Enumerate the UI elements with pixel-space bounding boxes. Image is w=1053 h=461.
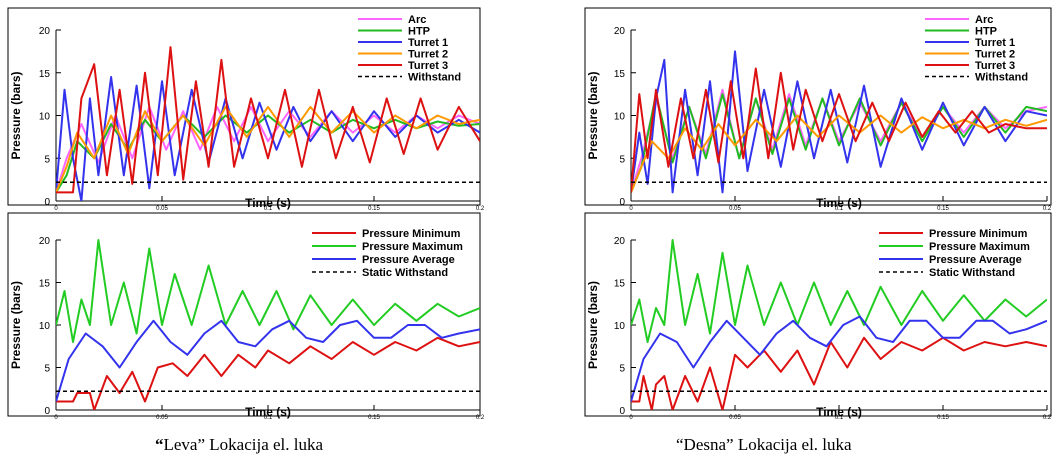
- y-tick-label: 15: [39, 279, 51, 290]
- legend-entry: Pressure Average: [362, 254, 455, 266]
- legend-entry: Turret 3: [408, 60, 448, 72]
- x-tick-label: 0: [54, 415, 58, 421]
- legend-entry: Pressure Minimum: [362, 228, 461, 240]
- x-tick-label: 0.15: [368, 206, 380, 212]
- x-tick-label: 0.05: [729, 206, 741, 212]
- y-axis-label: Pressure (bars): [9, 281, 23, 369]
- x-tick-label: 0: [629, 415, 633, 421]
- y-tick-label: 5: [44, 364, 50, 375]
- legend-entry: HTP: [408, 26, 430, 38]
- y-tick-label: 15: [614, 69, 626, 80]
- y-tick-label: 0: [44, 197, 50, 208]
- series-line-pressure-average: [631, 315, 1047, 402]
- x-tick-label: 0.05: [156, 206, 168, 212]
- y-tick-label: 10: [39, 321, 51, 332]
- chart-panel-left-bottom: 0 5 10 15 20 0 0.05 0.1 0.15 0.2 Time (s) Pressure …: [7, 212, 485, 421]
- legend-entry: Turret 1: [408, 37, 448, 49]
- y-tick-label: 20: [39, 236, 51, 247]
- y-tick-label: 0: [619, 406, 625, 417]
- series-line-turret-3: [631, 67, 1047, 193]
- series-line-turret-2: [56, 105, 480, 193]
- legend-entry: Turret 2: [975, 49, 1015, 61]
- legend-entry: Withstand: [408, 72, 461, 84]
- series-line-arc: [56, 105, 480, 193]
- panel-frame: [7, 7, 481, 206]
- series-line-pressure-maximum: [631, 239, 1047, 343]
- y-tick-label: 15: [39, 69, 51, 80]
- x-tick-label: 0.15: [937, 206, 949, 212]
- right-caption: “Desna” Lokacija el. luka: [676, 435, 852, 454]
- legend-entry: Turret 1: [975, 37, 1015, 49]
- legend-entry: Pressure Maximum: [929, 241, 1030, 253]
- legend-entry: Pressure Minimum: [929, 228, 1028, 240]
- legend-entry: Withstand: [975, 72, 1028, 84]
- panel-frame: [584, 212, 1052, 417]
- y-tick-label: 0: [619, 197, 625, 208]
- x-tick-label: 0.1: [264, 415, 273, 421]
- series-line-pressure-maximum: [56, 239, 480, 343]
- x-tick-label: 0.05: [729, 415, 741, 421]
- legend-entry: Arc: [408, 14, 426, 26]
- x-tick-label: 0.05: [156, 415, 168, 421]
- series-line-htp: [631, 93, 1047, 193]
- x-axis-label: Time (s): [245, 196, 291, 210]
- x-tick-label: 0.2: [476, 206, 485, 212]
- y-tick-label: 5: [619, 364, 625, 375]
- series-line-pressure-average: [56, 319, 480, 402]
- chart-panel-right-top: 0 5 10 15 20 0 0.05 0.1 0.15 0.2 Time (s) Pressure …: [584, 7, 1052, 212]
- x-tick-label: 0.2: [1043, 415, 1052, 421]
- x-tick-label: 0.1: [835, 415, 844, 421]
- x-axis-label: Time (s): [816, 405, 862, 419]
- legend-entry: Turret 2: [408, 49, 448, 61]
- y-tick-label: 10: [614, 321, 626, 332]
- x-tick-label: 0: [54, 206, 58, 212]
- series-line-turret-2: [631, 114, 1047, 193]
- series-line-pressure-minimum: [56, 336, 480, 410]
- y-tick-label: 20: [39, 26, 51, 37]
- y-tick-label: 10: [614, 112, 626, 123]
- x-tick-label: 0: [629, 206, 633, 212]
- x-tick-label: 0.2: [476, 415, 485, 421]
- y-axis-label: Pressure (bars): [586, 281, 600, 369]
- x-tick-label: 0.15: [368, 415, 380, 421]
- chart-panel-left-top: 0 5 10 15 20 0 0.05 0.1 0.15 0.2 Time (s) Pressure …: [7, 7, 485, 212]
- series-line-pressure-minimum: [631, 336, 1047, 410]
- y-tick-label: 15: [614, 279, 626, 290]
- legend-entry: Static Withstand: [362, 267, 448, 279]
- x-axis-label: Time (s): [245, 405, 291, 419]
- y-tick-label: 5: [44, 154, 50, 165]
- y-tick-label: 5: [619, 154, 625, 165]
- legend-entry: Turret 3: [975, 60, 1015, 72]
- legend-entry: HTP: [975, 26, 997, 38]
- legend-entry: Pressure Maximum: [362, 241, 463, 253]
- series-line-turret-3: [56, 46, 480, 194]
- y-tick-label: 20: [614, 26, 626, 37]
- panel-frame: [584, 7, 1052, 206]
- legend-entry: Pressure Average: [929, 254, 1022, 266]
- y-tick-label: 0: [44, 406, 50, 417]
- x-axis-label: Time (s): [816, 196, 862, 210]
- legend-entry: Static Withstand: [929, 267, 1015, 279]
- y-tick-label: 20: [614, 236, 626, 247]
- chart-panel-right-bottom: 0 5 10 15 20 0 0.05 0.1 0.15 0.2 Time (s) Pressure …: [584, 212, 1052, 421]
- legend-entry: Arc: [975, 14, 993, 26]
- y-tick-label: 10: [39, 112, 51, 123]
- left-caption: “Leva” Lokacija el. luka: [155, 435, 324, 454]
- x-tick-label: 0.2: [1043, 206, 1052, 212]
- x-tick-label: 0.1: [264, 206, 273, 212]
- y-axis-label: Pressure (bars): [586, 71, 600, 159]
- x-tick-label: 0.1: [835, 206, 844, 212]
- series-line-htp: [56, 114, 480, 193]
- x-tick-label: 0.15: [937, 415, 949, 421]
- y-axis-label: Pressure (bars): [9, 71, 23, 159]
